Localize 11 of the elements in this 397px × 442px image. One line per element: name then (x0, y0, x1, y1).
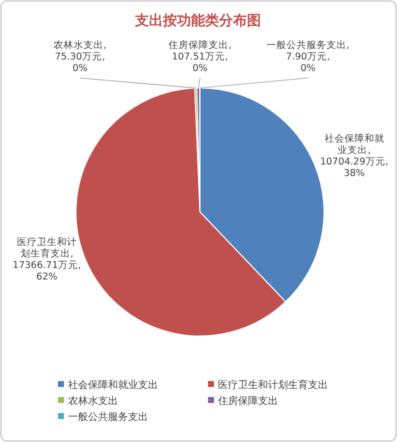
data-label: 一般公共服务支出, 7.90万元, 0% (266, 39, 350, 74)
data-label: 医疗卫生和计划生育支出, 17366.71万元, 62% (12, 236, 82, 283)
data-label: 住房保障支出, 107.51万元, 0% (168, 39, 232, 74)
data-label: 农林水支出, 75.30万元, 0% (53, 39, 107, 74)
legend-label: 医疗卫生和计划生育支出 (218, 379, 328, 391)
chart-title: 支出按功能类分布图 (134, 13, 261, 29)
legend-label: 农林水支出 (68, 395, 118, 407)
legend-label: 一般公共服务支出 (68, 411, 148, 423)
data-label: 社会保障和就业支出, 10704.29万元, 38% (320, 132, 388, 179)
legend-label: 住房保障支出 (218, 395, 278, 407)
legend-label: 社会保障和就业支出 (68, 379, 158, 391)
